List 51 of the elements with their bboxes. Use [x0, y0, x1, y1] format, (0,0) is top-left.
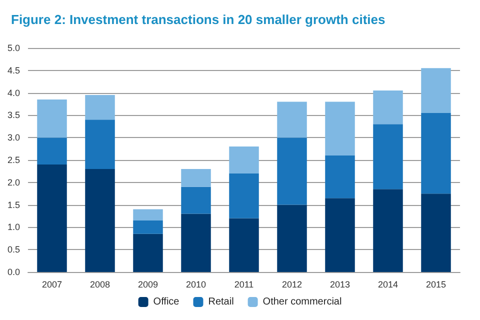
x-tick-label: 2012	[282, 280, 302, 290]
x-tick-label: 2007	[42, 280, 62, 290]
bar	[325, 198, 355, 272]
y-tick-label: 3.5	[7, 110, 20, 120]
bar	[325, 102, 355, 156]
bar	[133, 234, 163, 272]
bar	[421, 112, 451, 194]
bar	[373, 124, 403, 190]
y-tick-label: 1.5	[7, 200, 20, 210]
bar	[421, 194, 451, 272]
bar	[277, 102, 307, 138]
bar	[229, 146, 259, 174]
x-tick-label: 2014	[378, 280, 398, 290]
bar	[373, 189, 403, 272]
bar	[277, 138, 307, 205]
legend-label: Office	[153, 296, 180, 308]
bar	[85, 168, 115, 272]
bar	[421, 68, 451, 113]
x-tick-label: 2011	[234, 280, 254, 290]
bar	[85, 120, 115, 169]
bar	[37, 138, 67, 164]
bar	[229, 218, 259, 272]
bar	[325, 156, 355, 198]
bar	[229, 173, 259, 218]
y-tick-label: 1.0	[7, 222, 20, 232]
x-tick-label: 2008	[90, 280, 110, 290]
bar	[181, 168, 211, 187]
y-tick-label: 3.0	[7, 132, 20, 143]
bar	[85, 95, 115, 120]
y-tick-label: 0.0	[7, 267, 20, 277]
bar	[277, 204, 307, 272]
bar	[373, 90, 403, 124]
legend-label: Retail	[208, 296, 234, 308]
x-tick-label: 2013	[330, 280, 350, 290]
y-tick-label: 4.5	[7, 65, 20, 76]
bar	[181, 186, 211, 214]
bar	[37, 164, 67, 272]
bar	[37, 100, 67, 138]
x-tick-label: 2010	[186, 280, 206, 290]
y-tick-label: 2.0	[7, 177, 20, 188]
y-tick-label: 0.5	[7, 244, 20, 255]
y-tick-label: 2.5	[7, 155, 20, 165]
y-tick-label: 5.0	[7, 43, 20, 53]
chart-title: Figure 2: Investment transactions in 20 smaller growth cities	[11, 12, 386, 27]
x-tick-label: 2015	[426, 280, 446, 290]
x-tick-label: 2009	[138, 280, 158, 290]
bar	[133, 220, 163, 234]
bar	[133, 209, 163, 220]
legend-label: Other commercial	[262, 296, 342, 308]
y-tick-label: 4.0	[7, 88, 20, 98]
bar	[181, 214, 211, 272]
